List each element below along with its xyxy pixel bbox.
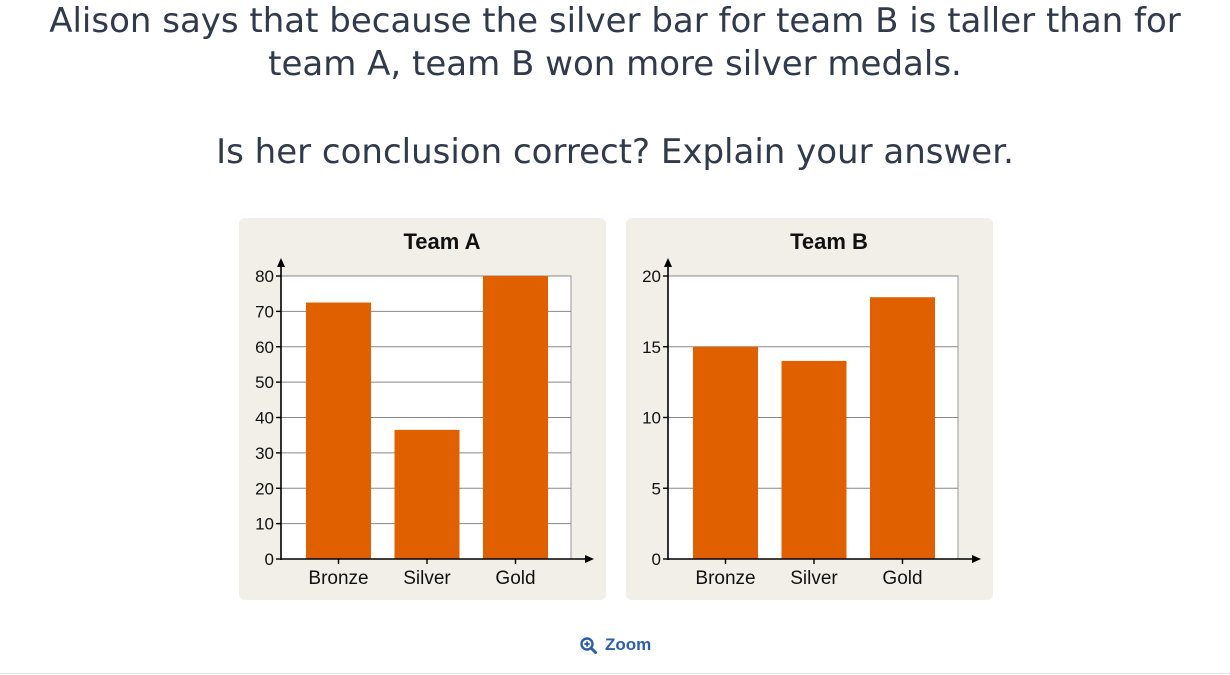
chart-title: Team A xyxy=(403,229,480,254)
y-tick-label: 10 xyxy=(642,409,661,428)
x-tick-label: Gold xyxy=(882,568,922,589)
x-tick-label: Silver xyxy=(403,568,451,589)
x-tick-label: Bronze xyxy=(308,568,368,589)
bar-bronze xyxy=(693,346,758,559)
x-tick-label: Gold xyxy=(495,568,535,589)
y-tick-label: 80 xyxy=(255,267,274,286)
x-axis-arrow xyxy=(972,555,981,563)
chart-team-a: 0 10 20 30 40 50 60 70 80 Bronze Silver Gold Team A xyxy=(255,229,594,589)
chart-panel-team-b: 0 5 10 15 20 Bronze Silver Gold Team B xyxy=(626,218,993,600)
x-tick-label: Bronze xyxy=(695,568,755,589)
chart-team-b: 0 5 10 15 20 Bronze Silver Gold Team B xyxy=(642,229,981,589)
y-tick-label: 15 xyxy=(642,338,661,357)
y-tick-label: 0 xyxy=(265,550,274,569)
chart-panel-team-a: 0 10 20 30 40 50 60 70 80 Bronze Silver Gold Team A xyxy=(239,218,606,600)
bottom-divider xyxy=(0,673,1230,674)
y-tick-label: 60 xyxy=(255,338,274,357)
bar-chart-figure: 0 10 20 30 40 50 60 70 80 Bronze Silver Gold Team A … xyxy=(239,218,993,600)
bar-gold xyxy=(870,297,935,559)
y-tick-label: 5 xyxy=(652,479,661,498)
y-tick-label: 20 xyxy=(255,479,274,498)
x-tick-label: Silver xyxy=(790,568,838,589)
y-tick-label: 0 xyxy=(652,550,661,569)
y-axis-arrow xyxy=(277,258,285,267)
bar-silver xyxy=(781,360,847,559)
y-tick-label: 50 xyxy=(255,373,274,392)
y-tick-label: 40 xyxy=(255,409,274,428)
bar-gold xyxy=(483,276,548,559)
bar-bronze xyxy=(306,302,371,559)
question-line-3: Is her conclusion correct? Explain your … xyxy=(216,132,1014,172)
y-tick-label: 20 xyxy=(642,267,661,286)
question-line-1: Alison says that because the silver bar … xyxy=(49,1,1181,41)
y-tick-label: 10 xyxy=(255,515,274,534)
zoom-in-icon xyxy=(580,636,597,654)
y-tick-label: 70 xyxy=(255,302,274,321)
y-axis-arrow xyxy=(664,258,672,267)
question-line-2: team A, team B won more silver medals. xyxy=(268,44,962,84)
zoom-button[interactable]: Zoom xyxy=(580,633,651,657)
bar-silver xyxy=(394,429,460,559)
x-axis-arrow xyxy=(585,555,594,563)
chart-title: Team B xyxy=(790,229,868,254)
y-tick-label: 30 xyxy=(255,444,274,463)
zoom-label: Zoom xyxy=(605,635,652,654)
